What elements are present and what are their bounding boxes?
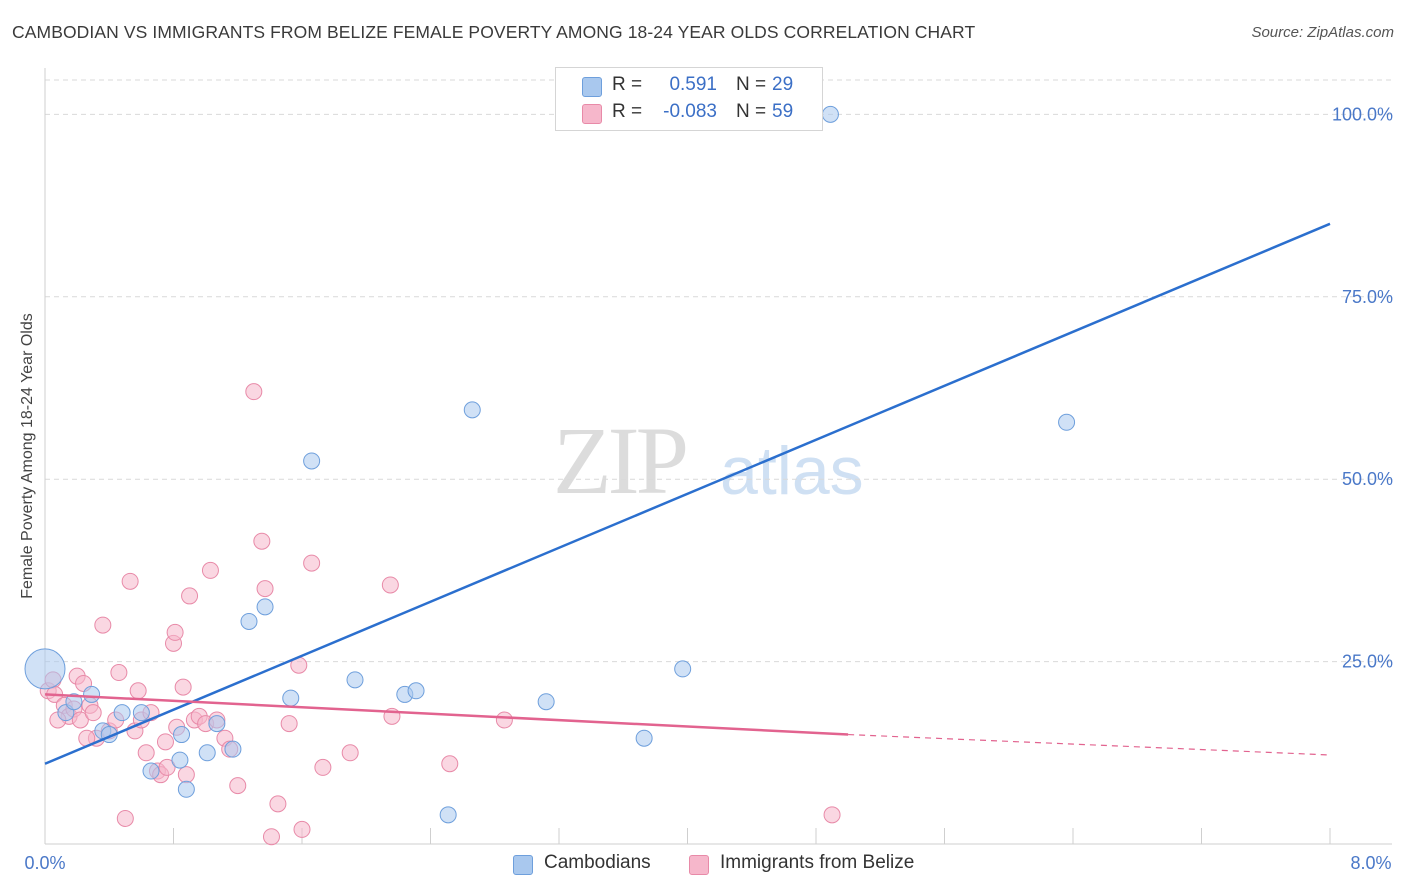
- legend-r-label: R =: [612, 101, 643, 122]
- belize-point: [381, 576, 399, 594]
- belize-point: [269, 795, 287, 813]
- cambodian-point: [674, 660, 692, 678]
- correlation-legend: R = 0.591 N = 29 R = -0.083 N = 59: [555, 67, 823, 131]
- belize-point: [341, 744, 359, 762]
- cambodian-point: [83, 685, 101, 703]
- y-tick-label: 25.0%: [1342, 652, 1393, 672]
- belize-point: [129, 682, 147, 700]
- legend-swatch-cambodians: [513, 855, 533, 875]
- cambodian-point: [821, 105, 839, 123]
- belize-point: [256, 580, 274, 598]
- belize-trend-line: [44, 693, 849, 736]
- cambodian-point: [113, 704, 131, 722]
- legend-n-value: 29: [772, 74, 794, 95]
- legend-r-value: 0.591: [669, 74, 717, 95]
- x-tick-label: 8.0%: [1350, 853, 1391, 873]
- belize-point: [181, 587, 199, 605]
- cambodian-point: [224, 740, 242, 758]
- legend-swatch-blue: [582, 77, 602, 97]
- cambodian-point: [208, 715, 226, 733]
- belize-point: [245, 383, 263, 401]
- y-tick-label: 100.0%: [1332, 104, 1393, 124]
- cambodian-point: [407, 682, 425, 700]
- legend-n-value: 59: [772, 101, 794, 122]
- belize-point: [166, 623, 184, 641]
- legend-swatch-pink: [582, 104, 602, 124]
- belize-point: [121, 572, 139, 590]
- source-label: Source: ZipAtlas.com: [1251, 24, 1394, 41]
- cambodian-point: [65, 693, 83, 711]
- legend-r-label: R =: [612, 74, 643, 95]
- x-tick-label: 0.0%: [24, 853, 65, 873]
- belize-point: [71, 711, 89, 729]
- legend-n-label: N =: [736, 101, 767, 122]
- cambodian-point: [282, 689, 300, 707]
- legend-r-value: -0.083: [663, 101, 717, 122]
- watermark-zip: ZIP: [553, 407, 689, 514]
- legend-label-cambodians: Cambodians: [544, 852, 651, 873]
- y-tick-label: 50.0%: [1342, 469, 1393, 489]
- series-legend: Cambodians Immigrants from Belize: [0, 852, 1406, 878]
- belize-point: [201, 561, 219, 579]
- belize-point: [823, 806, 841, 824]
- cambodian-point: [132, 704, 150, 722]
- legend-swatch-belize: [689, 855, 709, 875]
- belize-point: [229, 777, 247, 795]
- belize-point: [84, 704, 102, 722]
- cambodian-point: [198, 744, 216, 762]
- belize-point: [137, 744, 155, 762]
- belize-point: [303, 554, 321, 572]
- cambodian-point: [463, 401, 481, 419]
- belize-point: [156, 733, 174, 751]
- belize-point: [177, 766, 195, 784]
- belize-point: [110, 664, 128, 682]
- belize-point: [253, 532, 271, 550]
- belize-point: [293, 820, 311, 838]
- cambodian-point: [346, 671, 364, 689]
- cambodian-point: [24, 648, 66, 690]
- legend-row-cambodians: R = 0.591 N = 29: [556, 74, 822, 100]
- cambodian-trend-line: [44, 222, 1331, 765]
- belize-point: [94, 616, 112, 634]
- belize-point: [116, 809, 134, 827]
- belize-point: [262, 828, 280, 846]
- belize-point: [174, 678, 192, 696]
- cambodian-point: [537, 693, 555, 711]
- cambodian-point: [635, 729, 653, 747]
- y-tick-label: 75.0%: [1342, 287, 1393, 307]
- cambodian-point: [171, 751, 189, 769]
- cambodian-point: [1058, 413, 1076, 431]
- legend-n-label: N =: [736, 74, 767, 95]
- belize-point: [314, 758, 332, 776]
- belize-point: [280, 715, 298, 733]
- legend-label-belize: Immigrants from Belize: [720, 852, 915, 873]
- cambodian-point: [303, 452, 321, 470]
- belize-trend-extrapolated: [848, 733, 1331, 756]
- cambodian-point: [177, 780, 195, 798]
- cambodian-point: [256, 598, 274, 616]
- cambodian-point: [439, 806, 457, 824]
- belize-point: [441, 755, 459, 773]
- belize-point: [158, 758, 176, 776]
- cambodian-point: [240, 612, 258, 630]
- cambodian-point: [173, 726, 191, 744]
- cambodian-point: [142, 762, 160, 780]
- chart-title: CAMBODIAN VS IMMIGRANTS FROM BELIZE FEMA…: [12, 22, 976, 42]
- legend-row-belize: R = -0.083 N = 59: [556, 101, 822, 127]
- belize-point: [495, 711, 513, 729]
